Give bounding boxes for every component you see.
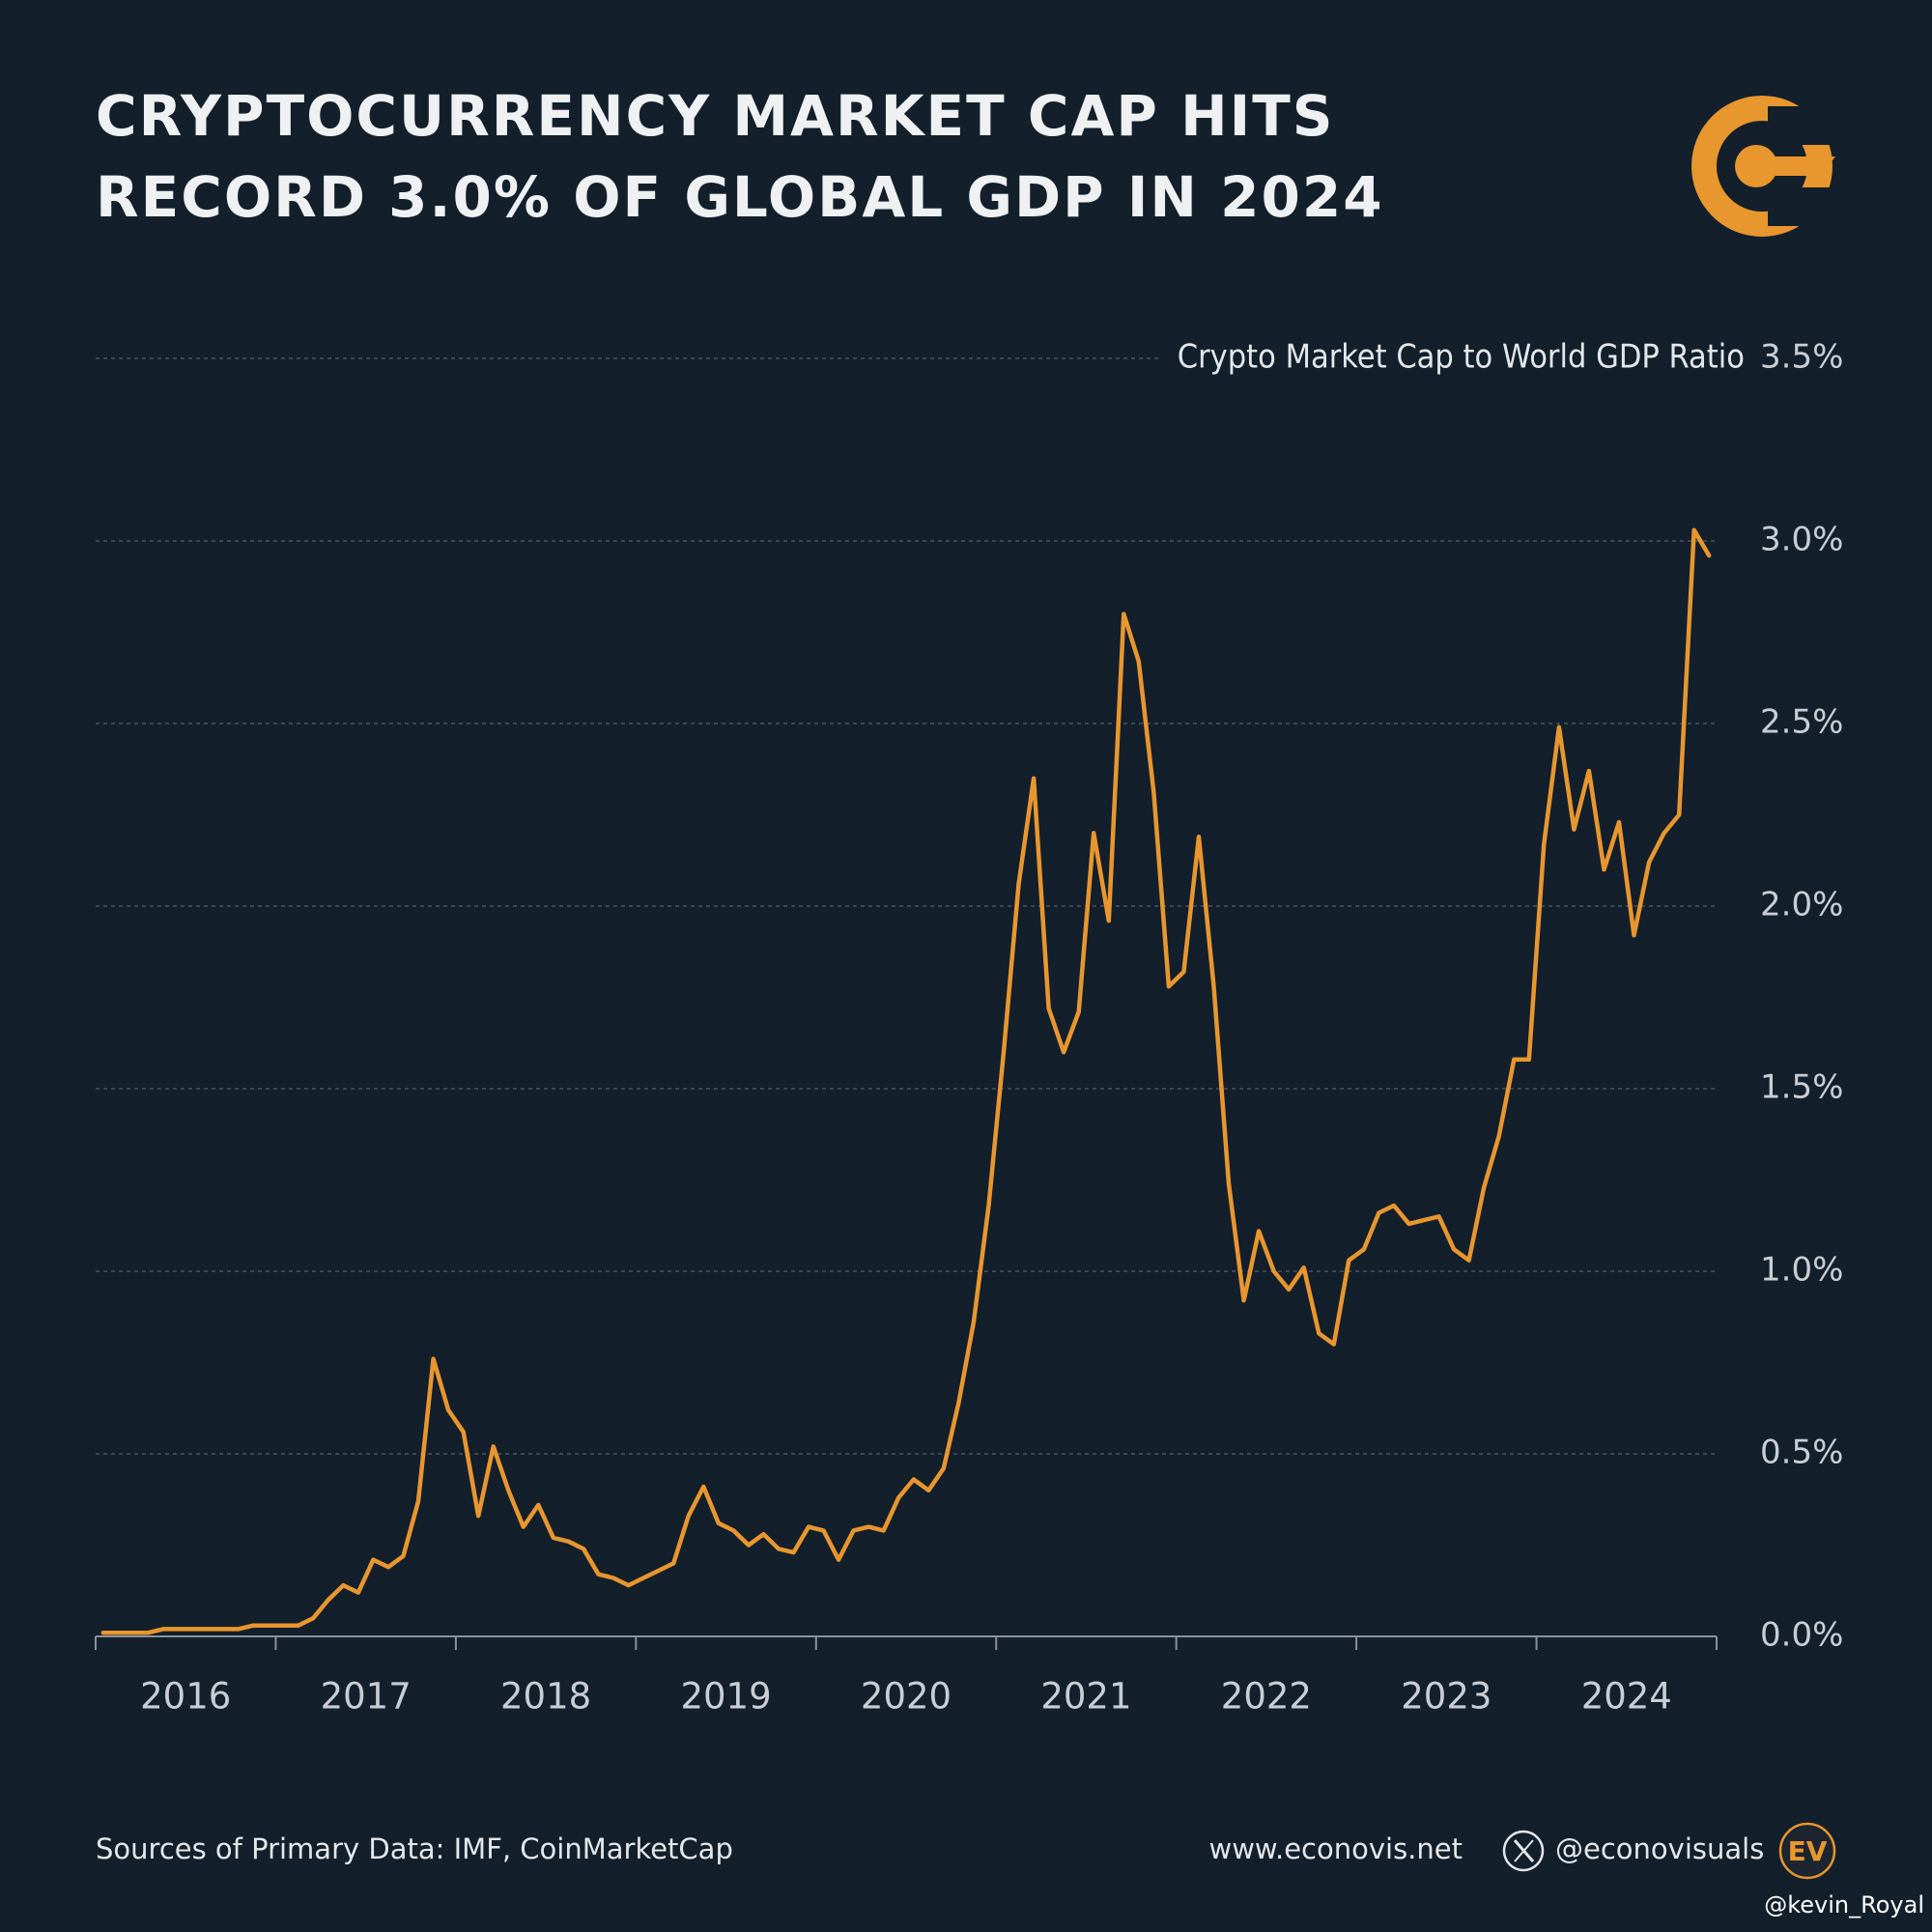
ev-badge bbox=[1778, 1822, 1836, 1880]
x-tick-label: 2016 bbox=[140, 1676, 231, 1718]
x-tick-label: 2019 bbox=[680, 1676, 771, 1718]
x-tick-label: 2021 bbox=[1040, 1676, 1131, 1718]
twitter-handle: @econovisuals bbox=[1555, 1833, 1764, 1865]
x-tick-label: 2022 bbox=[1221, 1676, 1312, 1718]
source-note: Sources of Primary Data: IMF, CoinMarket… bbox=[96, 1833, 733, 1865]
x-tick-label: 2020 bbox=[861, 1676, 952, 1718]
chart-title: CRYPTOCURRENCY MARKET CAP HITS bbox=[96, 83, 1335, 149]
website: www.econovis.net bbox=[1208, 1833, 1463, 1865]
x-logo-icon bbox=[1502, 1830, 1545, 1872]
x-tick-label: 2024 bbox=[1581, 1676, 1672, 1718]
y-tick-label: 2.0% bbox=[1760, 886, 1843, 924]
y-tick-label: 3.0% bbox=[1760, 521, 1843, 559]
x-tick-label: 2023 bbox=[1401, 1676, 1492, 1718]
x-tick-label: 2017 bbox=[321, 1676, 412, 1718]
y-axis-label: Crypto Market Cap to World GDP Ratio bbox=[1178, 338, 1745, 377]
y-tick-label: 1.0% bbox=[1760, 1251, 1843, 1290]
watermark: @kevin_Royal bbox=[1764, 1891, 1924, 1918]
x-tick-label: 2018 bbox=[500, 1676, 591, 1718]
y-tick-label: 0.5% bbox=[1760, 1434, 1843, 1472]
ev-logo-text: EV bbox=[1788, 1835, 1828, 1867]
y-tick-label: 2.5% bbox=[1760, 703, 1843, 742]
brand-logo bbox=[1691, 96, 1835, 237]
y-tick-label: 1.5% bbox=[1760, 1068, 1843, 1107]
chart-title: RECORD 3.0% OF GLOBAL GDP IN 2024 bbox=[96, 164, 1384, 230]
y-tick-label: 3.5% bbox=[1760, 338, 1843, 377]
data-line bbox=[100, 527, 1712, 1635]
y-tick-label: 0.0% bbox=[1760, 1616, 1843, 1655]
